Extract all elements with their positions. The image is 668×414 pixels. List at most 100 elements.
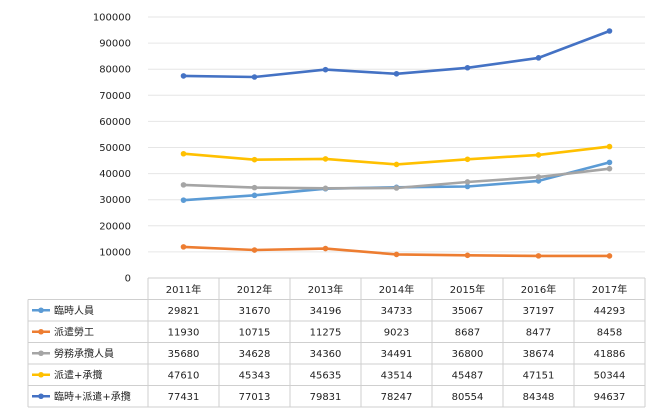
y-tick-label-80000: 80000	[99, 65, 131, 76]
data-table-cell: 11930	[168, 327, 200, 338]
legend-key-marker	[38, 328, 44, 335]
y-tick-label-100000: 100000	[93, 13, 131, 24]
data-point-3-2	[322, 156, 329, 162]
data-point-0-6	[606, 159, 613, 166]
data-point-3-3	[393, 161, 400, 168]
data-table-cell: 45343	[239, 370, 271, 381]
data-point-1-5	[535, 253, 542, 259]
legend-entry: 臨時+派遣+承攬	[54, 390, 131, 403]
data-table-cell: 50344	[594, 370, 626, 381]
data-point-4-0	[180, 73, 187, 79]
data-table-cell: 9023	[384, 327, 409, 338]
data-point-3-4	[464, 156, 471, 163]
x-tick-label: 2017年	[592, 283, 627, 296]
data-table-cell: 8458	[597, 327, 622, 338]
data-table-cell: 79831	[310, 392, 342, 403]
data-table-cell: 45635	[310, 370, 342, 381]
data-table-cell: 35067	[452, 306, 484, 317]
legend-key-marker	[38, 371, 44, 378]
data-point-2-4	[464, 179, 471, 185]
data-table-cell: 8687	[455, 327, 480, 338]
data-point-2-1	[251, 184, 258, 191]
y-tick-label-90000: 90000	[99, 39, 131, 50]
data-point-1-1	[251, 247, 258, 253]
data-table-cell: 34196	[310, 306, 342, 317]
data-point-0-5	[535, 178, 542, 184]
data-table-cell: 44293	[594, 306, 626, 317]
data-point-4-6	[606, 28, 613, 34]
data-point-4-3	[393, 70, 400, 77]
series-line-4	[182, 29, 611, 79]
legend-key-marker	[38, 350, 44, 357]
data-point-3-5	[535, 152, 542, 158]
data-table-cell: 45487	[452, 370, 484, 381]
data-table-cell: 78247	[381, 392, 413, 403]
data-table-cell: 84348	[523, 392, 555, 403]
data-point-1-3	[393, 251, 400, 258]
data-table-cell: 11275	[310, 327, 342, 338]
data-table-cell: 47151	[523, 370, 555, 381]
series-points	[180, 28, 613, 259]
data-table-cell: 94637	[594, 392, 626, 403]
x-tick-label: 2016年	[521, 283, 556, 296]
data-point-2-5	[535, 174, 542, 180]
data-table-cell: 37197	[523, 306, 555, 317]
y-tick-label-40000: 40000	[99, 169, 131, 180]
data-table-cell: 80554	[452, 392, 484, 403]
y-tick-label-20000: 20000	[99, 221, 131, 232]
y-tick-label-50000: 50000	[99, 143, 131, 154]
data-table-cell: 77013	[239, 392, 271, 403]
data-table-cell: 47610	[168, 370, 200, 381]
x-tick-label: 2011年	[166, 283, 201, 296]
legend-key-marker	[38, 393, 44, 400]
data-point-1-6	[606, 253, 613, 259]
data-point-3-6	[606, 143, 613, 150]
data-point-4-2	[322, 66, 329, 73]
y-tick-label-60000: 60000	[99, 117, 131, 128]
data-point-1-0	[180, 244, 187, 250]
legend-entry: 派遣勞工	[54, 325, 94, 338]
y-tick-label-30000: 30000	[99, 195, 131, 206]
y-tick-label-10000: 10000	[99, 247, 131, 258]
data-table-cell: 34733	[381, 306, 413, 317]
data-table-cell: 35680	[168, 349, 200, 360]
data-point-3-0	[180, 150, 187, 157]
data-point-2-0	[180, 182, 187, 188]
legend-key-marker	[38, 307, 44, 314]
data-point-2-2	[322, 185, 329, 192]
data-table-cell: 34360	[310, 349, 342, 360]
data-point-4-1	[251, 74, 258, 80]
series-line-0	[182, 161, 611, 202]
data-table-cell: 77431	[168, 392, 200, 403]
data-point-4-4	[464, 64, 471, 71]
data-table-cell: 34628	[239, 349, 271, 360]
data-point-0-1	[251, 192, 258, 199]
data-point-1-2	[322, 245, 329, 252]
legend-entry: 派遣+承攬	[54, 368, 102, 381]
data-table-cell: 41886	[594, 349, 626, 360]
series-lines	[182, 29, 611, 258]
gridlines	[148, 16, 645, 279]
x-tick-label: 2013年	[308, 283, 343, 296]
data-table-cell: 36800	[452, 349, 484, 360]
data-point-3-1	[251, 156, 258, 163]
y-tick-label-70000: 70000	[99, 91, 131, 102]
legend-entry: 勞務承攬人員	[54, 347, 114, 360]
data-point-4-5	[535, 55, 542, 61]
x-tick-label: 2012年	[237, 283, 272, 296]
data-table-cell: 29821	[168, 306, 200, 317]
x-tick-label: 2015年	[450, 283, 485, 296]
data-table-cell: 31670	[239, 306, 271, 317]
data-point-2-3	[393, 185, 400, 191]
data-point-0-4	[464, 183, 471, 190]
x-tick-label: 2014年	[379, 283, 414, 296]
data-point-1-4	[464, 252, 471, 259]
data-table-cell: 10715	[239, 327, 271, 338]
data-table-cell: 34491	[381, 349, 413, 360]
data-point-0-0	[180, 197, 187, 203]
legend-entry: 臨時人員	[54, 304, 94, 317]
data-table-cell: 8477	[526, 327, 551, 338]
